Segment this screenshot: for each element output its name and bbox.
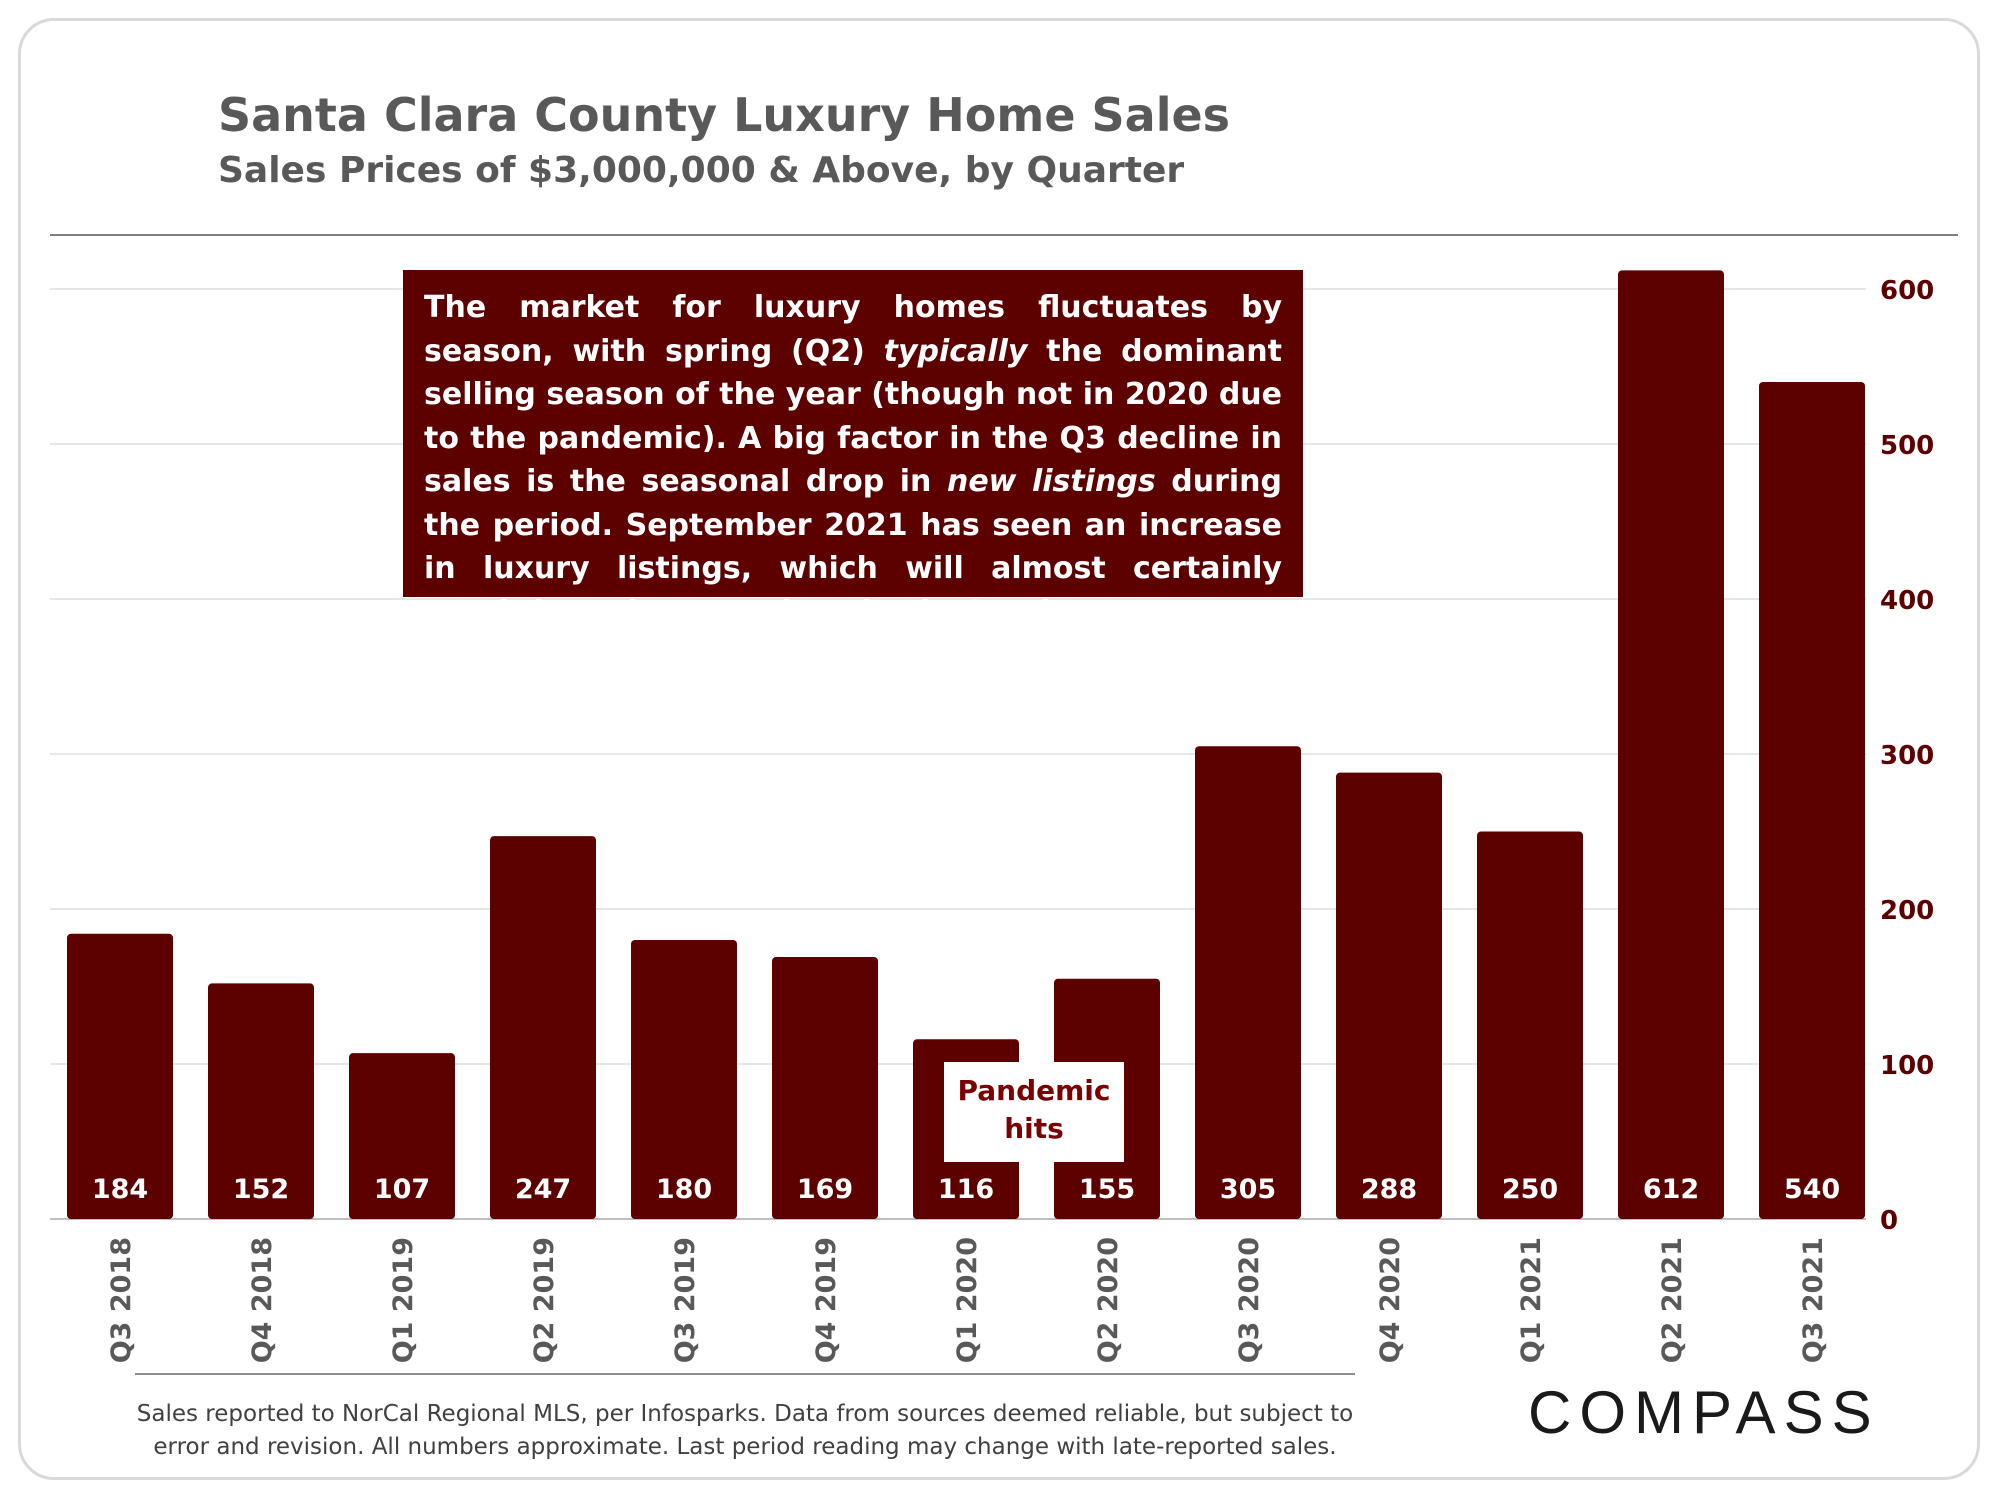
y-tick-label-0: 0 bbox=[1880, 1206, 1898, 1236]
annotation-text-part-1: The market for luxury homes fluctuates b… bbox=[424, 290, 1282, 369]
bar-q4-2019 bbox=[772, 957, 878, 1219]
bar-q2-2021 bbox=[1618, 270, 1724, 1219]
x-tick-label: Q4 2020 bbox=[1375, 1237, 1406, 1363]
pandemic-label-line-1: Pandemic bbox=[957, 1074, 1111, 1107]
y-tick-label-200: 200 bbox=[1880, 896, 1934, 926]
x-tick-label: Q3 2018 bbox=[106, 1237, 137, 1363]
x-tick-label: Q1 2021 bbox=[1516, 1237, 1547, 1363]
annotation-emphasis-typically: typically bbox=[883, 333, 1028, 369]
bar-labels-group: 184 152 107 247 180 169 116 155 305 288 250 612 540 bbox=[92, 1174, 1840, 1205]
bar-value-label: 250 bbox=[1502, 1174, 1558, 1205]
bar-value-label: 612 bbox=[1643, 1174, 1699, 1205]
bar-q3-2018 bbox=[67, 933, 173, 1219]
compass-logo: COMPASS bbox=[1528, 1379, 1880, 1446]
y-tick-label-300: 300 bbox=[1880, 741, 1934, 771]
y-tick-label-600: 600 bbox=[1880, 276, 1934, 306]
x-tick-label: Q1 2019 bbox=[388, 1237, 419, 1363]
y-tick-labels-group: 0 100 200 300 400 500 600 bbox=[1880, 276, 1934, 1236]
footnote: Sales reported to NorCal Regional MLS, p… bbox=[120, 1398, 1370, 1464]
x-tick-label: Q2 2019 bbox=[529, 1237, 560, 1363]
bar-value-label: 107 bbox=[374, 1174, 430, 1205]
annotation-text-part-3: during the period. September 2021 has se… bbox=[424, 464, 1283, 630]
bar-value-label: 180 bbox=[656, 1174, 712, 1205]
annotation-text-part-2: the dominant selling season of the year … bbox=[424, 333, 1282, 500]
x-tick-label: Q3 2021 bbox=[1798, 1237, 1829, 1363]
footnote-line-2: error and revision. All numbers approxim… bbox=[153, 1434, 1337, 1460]
x-tick-label: Q3 2019 bbox=[670, 1237, 701, 1363]
x-tick-labels-group: Q3 2018 Q4 2018 Q1 2019 Q2 2019 Q3 2019 Q4 20… bbox=[106, 1237, 1829, 1363]
bar-q3-2020 bbox=[1195, 746, 1301, 1219]
annotation-text: The market for luxury homes fluctuates b… bbox=[424, 286, 1282, 634]
chart-title: Santa Clara County Luxury Home Sales bbox=[218, 88, 1231, 142]
bar-value-label: 155 bbox=[1079, 1174, 1135, 1205]
bar-q4-2020 bbox=[1336, 772, 1442, 1219]
bar-q1-2019 bbox=[349, 1053, 455, 1219]
x-tick-label: Q1 2020 bbox=[952, 1237, 983, 1363]
pandemic-label-line-2: hits bbox=[1004, 1112, 1064, 1145]
bar-value-label: 540 bbox=[1784, 1174, 1840, 1205]
x-tick-label: Q2 2021 bbox=[1657, 1237, 1688, 1363]
pandemic-label: Pandemic hits bbox=[944, 1062, 1124, 1162]
y-tick-label-100: 100 bbox=[1880, 1051, 1934, 1081]
bar-value-label: 116 bbox=[938, 1174, 994, 1205]
bar-value-label: 247 bbox=[515, 1174, 571, 1205]
bar-value-label: 169 bbox=[797, 1174, 853, 1205]
footnote-line-1: Sales reported to NorCal Regional MLS, p… bbox=[136, 1401, 1354, 1427]
bar-q1-2021 bbox=[1477, 831, 1583, 1219]
chart-subtitle: Sales Prices of $3,000,000 & Above, by Q… bbox=[218, 150, 1185, 191]
x-tick-label: Q2 2020 bbox=[1093, 1237, 1124, 1363]
annotation-emphasis-new-listings: new listings bbox=[946, 464, 1156, 499]
x-tick-label: Q3 2020 bbox=[1234, 1237, 1265, 1363]
bar-value-label: 305 bbox=[1220, 1174, 1276, 1205]
y-tick-label-500: 500 bbox=[1880, 431, 1934, 461]
bar-value-label: 288 bbox=[1361, 1174, 1417, 1205]
annotation-box: The market for luxury homes fluctuates b… bbox=[403, 270, 1303, 630]
bar-q4-2018 bbox=[208, 983, 314, 1219]
bar-value-label: 184 bbox=[92, 1174, 148, 1205]
bar-q3-2019 bbox=[631, 940, 737, 1219]
x-tick-label: Q4 2019 bbox=[811, 1237, 842, 1363]
footer-divider bbox=[135, 1373, 1355, 1375]
bar-q3-2021 bbox=[1759, 382, 1865, 1219]
header-divider bbox=[50, 234, 1958, 236]
bar-value-label: 152 bbox=[233, 1174, 289, 1205]
y-tick-label-400: 400 bbox=[1880, 586, 1934, 616]
bar-q2-2019 bbox=[490, 836, 596, 1219]
x-tick-label: Q4 2018 bbox=[247, 1237, 278, 1363]
